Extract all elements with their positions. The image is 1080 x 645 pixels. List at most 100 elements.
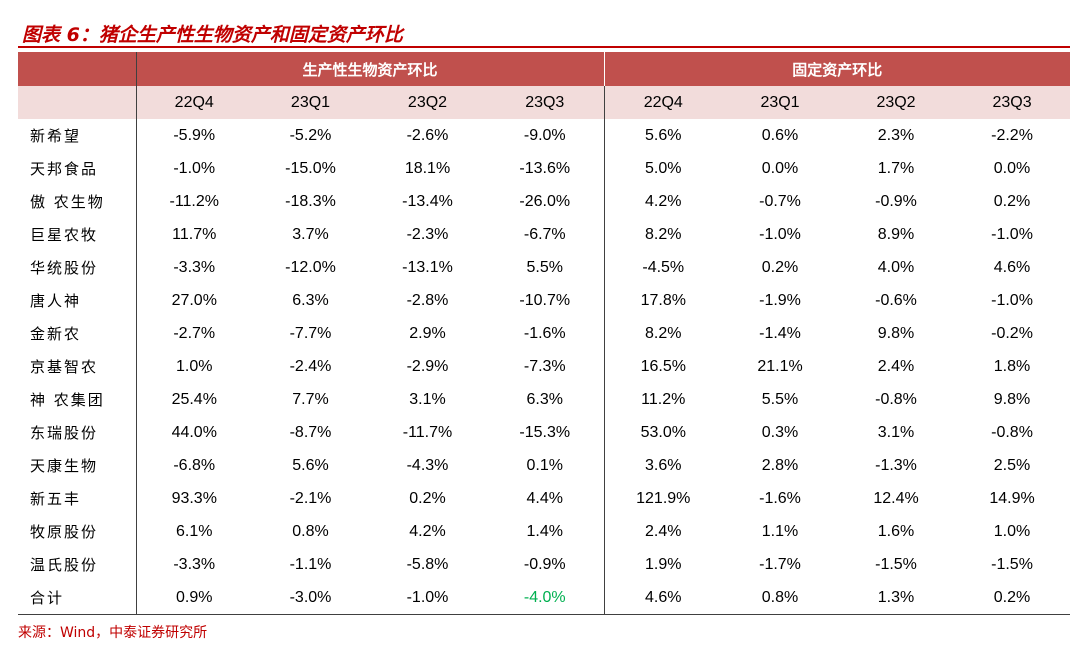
company-name: 牧原股份 (18, 515, 137, 548)
title-bar: 图表 6：猪企生产性生物资产和固定资产环比 (18, 20, 1070, 48)
value-cell: 1.8% (993, 357, 1031, 375)
table-row: 巨星农牧 11.7% 3.7% -2.3% -6.7% 8.2% -1.0% 8.9% -1.0… (18, 218, 1070, 251)
value-cell: -1.0% (991, 291, 1033, 309)
value-cell: 6.1% (176, 522, 213, 540)
company-name: 金新农 (18, 317, 137, 350)
table-row: 牧原股份 6.1% 0.8% 4.2% 1.4% 2.4% 1.1% 1.6% 1.0% (18, 515, 1070, 548)
value-cell: 0.2% (409, 489, 446, 507)
table-row: 傲 农生物 -11.2% -18.3% -13.4% -26.0% 4.2% -0.7% -0… (18, 185, 1070, 218)
group-header-row: 生产性生物资产环比 固定资产环比 (18, 52, 1071, 86)
value-cell: 2.4% (877, 357, 915, 375)
value-cell: -1.4% (759, 324, 801, 342)
value-cell: 4.2% (645, 192, 682, 210)
company-name: 巨星农牧 (18, 218, 137, 251)
data-table: 生产性生物资产环比 固定资产环比 22Q4 23Q1 23Q2 23Q3 22Q… (18, 52, 1071, 615)
value-cell: 27.0% (171, 291, 217, 309)
value-cell: -2.8% (406, 291, 449, 309)
value-cell: -4.5% (642, 258, 685, 276)
value-cell: -1.0% (173, 159, 216, 177)
value-cell: 44.0% (171, 423, 217, 441)
value-cell: -26.0% (486, 185, 605, 218)
value-cell: 0.1% (486, 449, 605, 482)
value-cell: 1.0% (176, 357, 213, 375)
value-cell: 0.2% (954, 581, 1071, 615)
value-cell: 8.2% (645, 324, 682, 342)
value-cell: 5.5% (486, 251, 605, 284)
value-cell: -1.0% (991, 225, 1033, 243)
value-cell: 17.8% (640, 291, 686, 309)
table-body: 新希望 -5.9% -5.2% -2.6% -9.0% 5.6% 0.6% 2.3% -2.2%… (18, 119, 1071, 615)
value-cell: 9.8% (993, 390, 1031, 408)
value-cell: -0.8% (991, 423, 1033, 441)
value-cell: -3.3% (173, 258, 216, 276)
value-cell: -10.7% (486, 284, 605, 317)
value-cell: -1.3% (875, 456, 917, 474)
company-name: 新希望 (18, 119, 137, 152)
value-cell: 18.1% (404, 159, 451, 177)
value-cell: 0.8% (292, 522, 329, 540)
value-cell: -6.8% (173, 456, 216, 474)
value-cell: 1.6% (877, 522, 915, 540)
value-cell: 93.3% (171, 489, 217, 507)
value-cell: -13.6% (486, 152, 605, 185)
table-row: 华统股份 -3.3% -12.0% -13.1% 5.5% -4.5% 0.2% 4.0% 4.… (18, 251, 1070, 284)
value-cell: 0.8% (722, 581, 839, 615)
value-cell: 1.0% (993, 522, 1031, 540)
table-row: 温氏股份 -3.3% -1.1% -5.8% -0.9% 1.9% -1.7% -1.5% -1… (18, 548, 1070, 581)
value-cell: -3.3% (173, 555, 216, 573)
value-cell: 3.1% (877, 423, 915, 441)
value-cell: 6.3% (292, 291, 329, 309)
value-cell: -4.0% (486, 581, 605, 615)
value-cell: -9.0% (486, 119, 605, 152)
value-cell: 5.6% (645, 126, 682, 144)
value-cell: -1.9% (759, 291, 801, 309)
value-cell: 3.6% (645, 456, 682, 474)
value-cell: -1.5% (875, 555, 917, 573)
value-cell: 12.4% (873, 489, 919, 507)
value-cell: 4.6% (604, 581, 723, 615)
value-cell: -5.8% (406, 555, 449, 573)
value-cell: 4.2% (409, 522, 446, 540)
table-row: 唐人神 27.0% 6.3% -2.8% -10.7% 17.8% -1.9% -0.6% -1… (18, 284, 1070, 317)
table-row: 天邦食品 -1.0% -15.0% 18.1% -13.6% 5.0% 0.0% 1.7% 0.… (18, 152, 1070, 185)
value-cell: -15.3% (486, 416, 605, 449)
value-cell: 11.7% (172, 225, 217, 243)
company-name: 天邦食品 (18, 152, 137, 185)
table-row: 天康生物 -6.8% 5.6% -4.3% 0.1% 3.6% 2.8% -1.3% 2.5% (18, 449, 1070, 482)
value-cell: 8.2% (645, 225, 682, 243)
corner-cell (18, 86, 137, 119)
table-row: 金新农 -2.7% -7.7% 2.9% -1.6% 8.2% -1.4% 9.8% -0.2% (18, 317, 1070, 350)
value-cell: 5.6% (292, 456, 329, 474)
value-cell: 1.9% (645, 555, 682, 573)
value-cell: -15.0% (285, 159, 336, 177)
value-cell: -13.4% (402, 192, 453, 210)
value-cell: 121.9% (636, 489, 691, 507)
table-title: 图表 6：猪企生产性生物资产和固定资产环比 (22, 24, 403, 46)
value-cell: 53.0% (640, 423, 686, 441)
value-cell: 3.7% (292, 225, 329, 243)
value-cell: 2.8% (761, 456, 799, 474)
quarter-header: 23Q2 (838, 86, 955, 119)
quarter-header: 23Q3 (486, 86, 605, 119)
value-cell: 5.5% (761, 390, 799, 408)
company-name: 傲 农生物 (18, 185, 137, 218)
quarter-header-row: 22Q4 23Q1 23Q2 23Q3 22Q4 23Q1 23Q2 23Q3 (18, 86, 1071, 119)
company-name: 华统股份 (18, 251, 137, 284)
company-name: 唐人神 (18, 284, 137, 317)
value-cell: 14.9% (989, 489, 1035, 507)
company-name: 神 农集团 (18, 383, 137, 416)
value-cell: -1.5% (991, 555, 1033, 573)
table-row: 新希望 -5.9% -5.2% -2.6% -9.0% 5.6% 0.6% 2.3% -2.2% (18, 119, 1070, 152)
table-row: 京基智农 1.0% -2.4% -2.9% -7.3% 16.5% 21.1% 2.4% 1.8… (18, 350, 1070, 383)
value-cell: 2.5% (993, 456, 1031, 474)
table-row: 东瑞股份 44.0% -8.7% -11.7% -15.3% 53.0% 0.3% 3.1% -… (18, 416, 1070, 449)
company-name: 新五丰 (18, 482, 137, 515)
value-cell: -2.6% (406, 126, 449, 144)
value-cell: 0.2% (993, 192, 1031, 210)
group-header-bio-assets: 生产性生物资产环比 (136, 52, 605, 86)
value-cell: -13.1% (402, 258, 453, 276)
value-cell: 0.3% (761, 423, 799, 441)
value-cell: 9.8% (877, 324, 915, 342)
value-cell: -8.7% (289, 423, 332, 441)
company-name: 合计 (18, 581, 137, 615)
